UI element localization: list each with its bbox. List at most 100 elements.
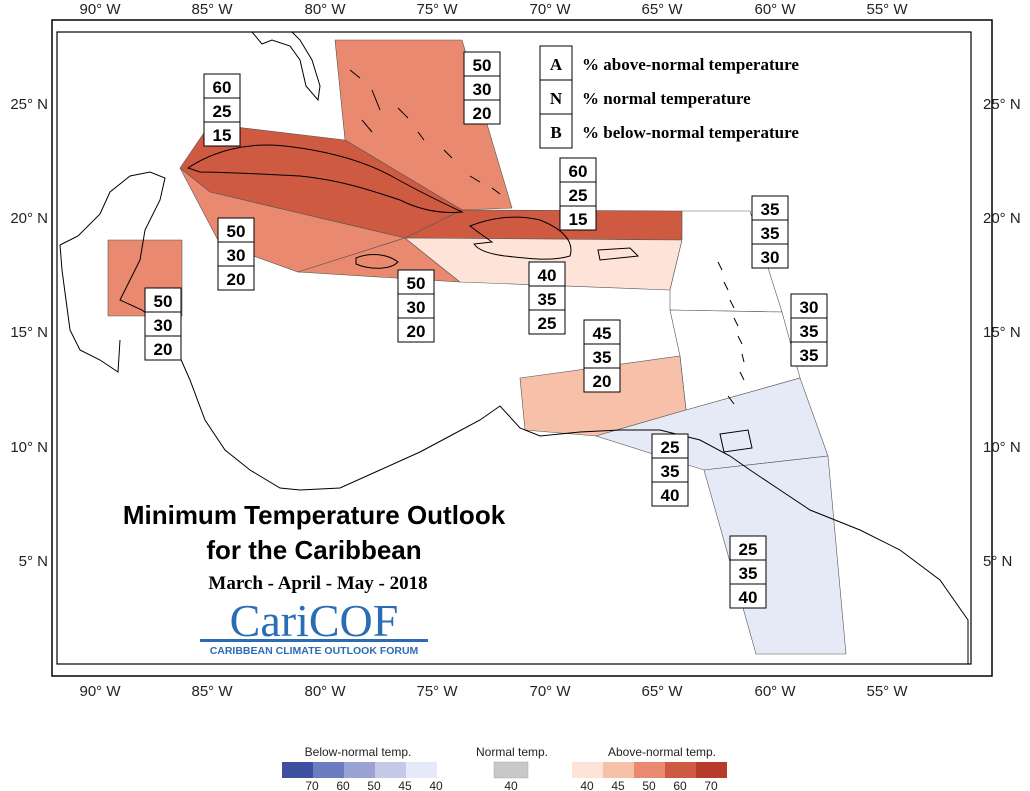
prob-below: 35 — [800, 346, 819, 365]
lon-label-80w: 80° W — [304, 683, 346, 700]
prob-box-cuba: 60 25 15 — [203, 73, 241, 147]
map-title-line2: for the Caribbean — [206, 535, 421, 565]
cb-tick-below-70: 70 — [305, 779, 319, 791]
cb-tick-below-50: 50 — [367, 779, 381, 791]
logo-rule — [200, 639, 428, 642]
prob-box-trinidad: 25 35 40 — [651, 433, 689, 507]
map-title: Minimum Temperature Outlook — [123, 500, 506, 530]
cb-tick-below-45: 45 — [398, 779, 412, 791]
lon-label-75w: 75° W — [416, 683, 458, 700]
cb-tick-above-60: 60 — [673, 779, 687, 791]
lon-label-60w: 60° W — [754, 1, 796, 18]
prob-normal: 35 — [538, 290, 557, 309]
prob-box-bahamas: 50 30 20 — [463, 51, 501, 125]
colorbar-below-swatches — [282, 762, 437, 778]
caricof-logo: CariCOF CARIBBEAN CLIMATE OUTLOOK FORUM — [200, 595, 428, 657]
colorbar-swatch — [282, 762, 313, 778]
colorbar-swatch — [313, 762, 344, 778]
key-code-a: A — [550, 55, 563, 74]
cb-tick-above-40: 40 — [580, 779, 594, 791]
prob-normal: 30 — [154, 316, 173, 335]
lat-label-15n: 15° N — [10, 324, 48, 341]
prob-below: 20 — [407, 322, 426, 341]
prob-below: 30 — [761, 248, 780, 267]
coast-gulf — [59, 244, 121, 373]
lon-label-70w: 70° W — [529, 1, 571, 18]
prob-box-cayman-jamaica: 50 30 20 — [217, 217, 255, 291]
prob-normal: 30 — [473, 80, 492, 99]
key-code-b: B — [550, 123, 561, 142]
lon-label-65w: 65° W — [641, 683, 683, 700]
cb-tick-below-40: 40 — [429, 779, 443, 791]
prob-box-northern-leewards: 35 35 30 — [751, 195, 789, 269]
lon-label-90w: 90° W — [79, 1, 121, 18]
colorbar-above-label: Above-normal temp. — [608, 745, 716, 759]
colorbar-normal-label: Normal temp. — [476, 745, 548, 759]
prob-below: 20 — [227, 270, 246, 289]
prob-above: 50 — [154, 292, 173, 311]
lon-label-55w: 55° W — [866, 1, 908, 18]
prob-box-windwards: 30 35 35 — [790, 293, 828, 367]
colorbar: Below-normal temp. Normal temp. Above-no… — [282, 745, 727, 791]
prob-above: 50 — [407, 274, 426, 293]
prob-normal: 35 — [593, 348, 612, 367]
prob-above: 60 — [569, 162, 588, 181]
prob-above: 50 — [473, 56, 492, 75]
key-code-n: N — [550, 89, 563, 108]
colorbar-swatch — [344, 762, 375, 778]
coast-lesser-antilles — [717, 261, 745, 405]
prob-normal: 25 — [213, 102, 232, 121]
lat-label-20n: 20° N — [10, 210, 48, 227]
season-label: March - April - May - 2018 — [208, 573, 427, 594]
colorbar-below-label: Below-normal temp. — [305, 745, 412, 759]
logo-org: CARIBBEAN CLIMATE OUTLOOK FORUM — [210, 645, 419, 657]
coast-hispaniola — [468, 216, 572, 260]
prob-below: 25 — [538, 314, 557, 333]
lon-label-65w: 65° W — [641, 1, 683, 18]
colorbar-swatch — [406, 762, 437, 778]
prob-above: 25 — [661, 438, 680, 457]
coast-jamaica — [355, 254, 399, 269]
prob-below: 15 — [213, 126, 232, 145]
colorbar-swatch — [634, 762, 665, 778]
colorbar-normal-swatch — [493, 761, 529, 779]
key-text-normal: % normal temperature — [582, 89, 751, 108]
lat-label-5n: 5° N — [19, 553, 48, 570]
key-text-below: % below-normal temperature — [582, 123, 799, 142]
lon-label-90w: 90° W — [79, 683, 121, 700]
lon-label-60w: 60° W — [754, 683, 796, 700]
prob-box-abc-islands: 45 35 20 — [583, 319, 621, 393]
colorbar-swatch — [572, 762, 603, 778]
prob-below: 20 — [593, 372, 612, 391]
colorbar-swatch — [603, 762, 634, 778]
cb-tick-above-70: 70 — [704, 779, 718, 791]
colorbar-above-swatches — [572, 762, 727, 778]
colorbar-swatch — [696, 762, 727, 778]
prob-below: 15 — [569, 210, 588, 229]
lat-labels-left: 25° N 20° N 15° N 10° N 5° N — [10, 96, 48, 570]
lat-label-25n: 25° N — [983, 96, 1021, 113]
cb-tick-above-50: 50 — [642, 779, 656, 791]
prob-normal: 35 — [800, 322, 819, 341]
coastlines — [59, 31, 969, 664]
probability-key: A N B % above-normal temperature % norma… — [539, 45, 799, 149]
probability-boxes: 50 30 20 60 25 15 60 25 15 50 30 20 — [144, 51, 828, 609]
lon-label-55w: 55° W — [866, 683, 908, 700]
coast-puerto-rico — [597, 247, 640, 261]
prob-normal: 25 — [569, 186, 588, 205]
cb-tick-above-45: 45 — [611, 779, 625, 791]
lon-labels-bottom: 90° W 85° W 80° W 75° W 70° W 65° W 60° … — [79, 683, 908, 700]
prob-normal: 35 — [761, 224, 780, 243]
prob-below: 40 — [739, 588, 758, 607]
prob-below: 20 — [154, 340, 173, 359]
lon-label-85w: 85° W — [191, 683, 233, 700]
lat-label-10n: 10° N — [983, 439, 1021, 456]
prob-normal: 35 — [661, 462, 680, 481]
prob-box-belize: 50 30 20 — [144, 287, 182, 361]
prob-box-jamaica-south: 50 30 20 — [397, 269, 435, 343]
prob-above: 60 — [213, 78, 232, 97]
prob-above: 50 — [227, 222, 246, 241]
prob-normal: 35 — [739, 564, 758, 583]
lat-label-15n: 15° N — [983, 324, 1021, 341]
